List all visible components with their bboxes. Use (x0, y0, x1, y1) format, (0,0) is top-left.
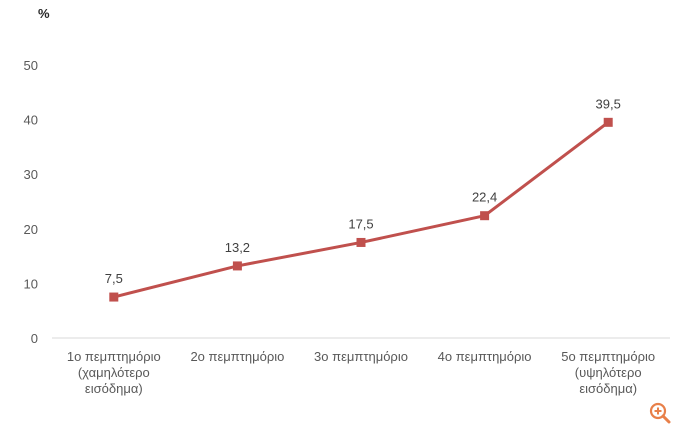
data-labels: 7,5 13,2 17,5 22,4 39,5 (105, 96, 621, 286)
y-axis: 0 10 20 30 40 50 (24, 58, 38, 346)
y-tick-label: 10 (24, 276, 38, 291)
x-tick-label: εισόδημα) (579, 381, 637, 396)
y-tick-label: 0 (31, 331, 38, 346)
y-tick-label: 50 (24, 58, 38, 73)
data-point-marker (356, 237, 366, 247)
series-markers (109, 117, 613, 302)
y-unit-label: % (38, 6, 50, 21)
data-label: 17,5 (348, 216, 373, 231)
x-tick-label: 2ο πεμπτημόριο (190, 349, 284, 364)
x-tick-label: 1ο πεμπτημόριο (67, 349, 161, 364)
x-tick-label: (υψηλότερο (575, 365, 642, 380)
x-tick-label: 4ο πεμπτημόριο (438, 349, 532, 364)
x-tick-label: 3ο πεμπτημόριο (314, 349, 408, 364)
x-tick-label: εισόδημα) (85, 381, 143, 396)
data-label: 13,2 (225, 240, 250, 255)
zoom-in-icon[interactable] (648, 401, 672, 425)
y-tick-label: 40 (24, 113, 38, 128)
x-tick-label: 5ο πεμπτημόριο (561, 349, 655, 364)
data-point-marker (480, 211, 490, 221)
data-point-marker (232, 261, 242, 271)
data-label: 22,4 (472, 190, 497, 205)
series-line (113, 121, 610, 299)
data-label: 39,5 (596, 96, 621, 111)
data-label: 7,5 (105, 271, 123, 286)
data-point-marker (109, 292, 119, 302)
data-point-marker (603, 117, 613, 127)
y-tick-label: 30 (24, 167, 38, 182)
x-tick-label: (χαμηλότερο (78, 365, 150, 380)
y-tick-label: 20 (24, 222, 38, 237)
